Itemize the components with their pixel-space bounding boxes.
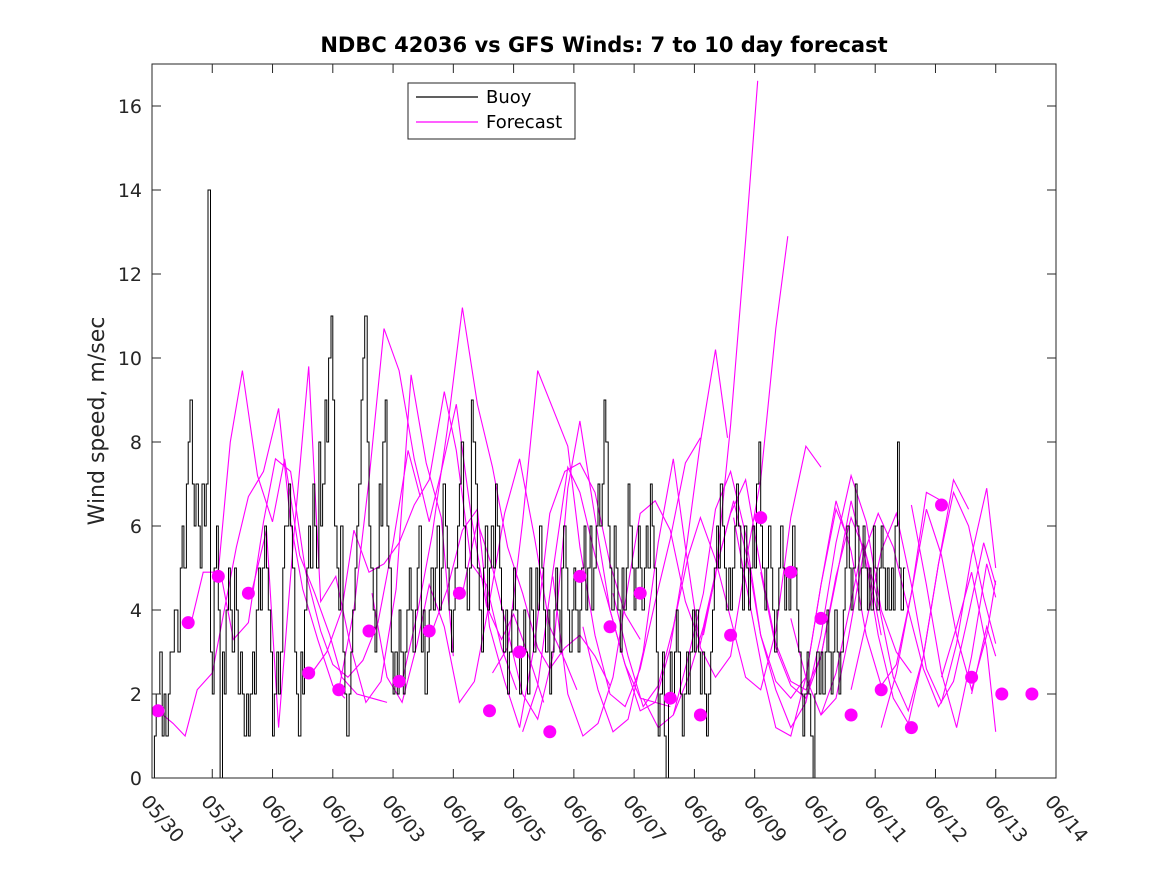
forecast-marker-17 xyxy=(663,691,677,705)
forecast-line-17 xyxy=(672,477,882,716)
y-tick-label: 0 xyxy=(130,768,142,790)
legend-label-2: Forecast xyxy=(486,112,562,133)
forecast-line-15 xyxy=(612,444,822,708)
forecast-marker-23 xyxy=(844,708,858,722)
y-tick-label: 10 xyxy=(118,348,142,370)
forecast-line-4 xyxy=(250,366,454,728)
legend-box xyxy=(407,82,576,140)
forecast-line-1 xyxy=(157,408,346,738)
forecast-marker-16 xyxy=(633,586,647,600)
legend-label-1: Buoy xyxy=(486,87,532,108)
y-tick-label: 2 xyxy=(130,684,142,706)
forecast-marker-19 xyxy=(724,628,738,642)
forecast-marker-9 xyxy=(422,624,436,638)
forecast-marker-1 xyxy=(152,704,165,718)
forecast-marker-8 xyxy=(392,674,406,688)
y-tick-label: 12 xyxy=(118,264,142,286)
y-axis-label: Wind speed, m/sec xyxy=(85,317,110,526)
forecast-marker-5 xyxy=(302,666,316,680)
forecast-marker-13 xyxy=(543,725,557,739)
forecast-line-3 xyxy=(220,450,421,678)
forecast-markers xyxy=(152,498,1039,739)
forecast-marker-21 xyxy=(784,565,798,579)
forecast-line-24 xyxy=(880,509,997,728)
forecast-marker-29 xyxy=(1025,687,1039,701)
forecast-marker-25 xyxy=(904,721,918,735)
forecast-marker-2 xyxy=(181,616,195,630)
forecast-marker-20 xyxy=(754,511,768,525)
forecast-line-27 xyxy=(971,624,997,695)
forecast-marker-7 xyxy=(362,624,376,638)
forecast-marker-28 xyxy=(995,687,1009,701)
forecast-marker-6 xyxy=(332,683,346,697)
forecast-marker-14 xyxy=(573,569,587,583)
forecast-line-23 xyxy=(850,488,997,705)
legend: Buoy Forecast xyxy=(407,82,576,140)
forecast-marker-10 xyxy=(452,586,466,600)
forecast-line-9 xyxy=(431,462,641,728)
forecast-marker-3 xyxy=(211,569,225,583)
forecast-line-26 xyxy=(940,572,997,732)
forecast-line-2 xyxy=(190,370,388,703)
forecast-line-12 xyxy=(522,349,729,732)
forecast-marker-15 xyxy=(603,620,617,634)
y-tick-label: 16 xyxy=(118,96,142,118)
forecast-marker-18 xyxy=(693,708,707,722)
forecast-marker-11 xyxy=(483,704,496,718)
forecast-marker-22 xyxy=(814,611,828,625)
forecast-line-25 xyxy=(910,504,997,728)
forecast-line-7 xyxy=(371,458,578,704)
forecast-marker-4 xyxy=(241,586,255,600)
y-tick-label: 6 xyxy=(130,516,142,538)
plot-area xyxy=(152,64,1056,778)
forecast-marker-27 xyxy=(965,670,979,684)
buoy-line xyxy=(152,189,906,778)
forecast-marker-24 xyxy=(874,683,888,697)
y-tick-label: 8 xyxy=(130,432,142,454)
forecast-line-13 xyxy=(552,80,759,737)
forecast-marker-26 xyxy=(935,498,948,512)
axes-box xyxy=(151,63,1057,779)
forecast-marker-12 xyxy=(513,645,527,659)
forecast-line-14 xyxy=(582,236,789,733)
chart-title: NDBC 42036 vs GFS Winds: 7 to 10 day for… xyxy=(320,33,887,57)
y-tick-label: 4 xyxy=(130,600,142,622)
y-tick-label: 14 xyxy=(118,180,142,202)
forecast-line-8 xyxy=(401,307,611,686)
forecast-line-21 xyxy=(790,511,997,717)
forecast-line-11 xyxy=(492,370,701,708)
